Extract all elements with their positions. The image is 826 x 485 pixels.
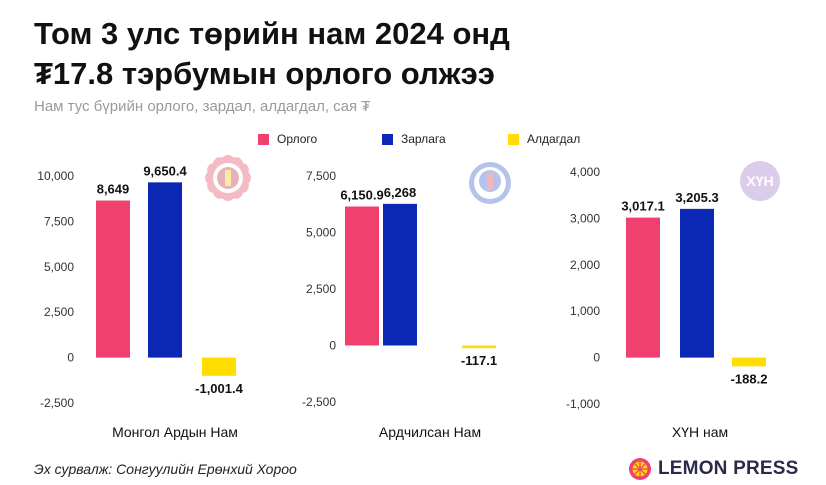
brand-name: LEMON PRESS — [658, 458, 799, 479]
bar-loss — [462, 345, 496, 349]
dp-emblem-icon — [469, 162, 511, 204]
y-tick-label: -1,000 — [566, 397, 600, 411]
legend-item-expense: Зарлага — [382, 132, 446, 146]
chart-legend: Орлого Зарлага Алдагдал — [0, 132, 826, 152]
y-tick-label: 10,000 — [37, 169, 74, 183]
bar-value-label-loss: -117.1 — [461, 353, 497, 368]
y-tick-label: 7,500 — [306, 169, 336, 183]
bar-value-label-income: 3,017.1 — [621, 199, 664, 214]
bar-value-label-income: 6,150.9 — [340, 187, 383, 202]
bar-income — [345, 206, 379, 346]
chart-panel-2: 7,500 5,000 2,500 0 -2,500 6,150.9 6,268 -117.1… — [302, 162, 511, 440]
chart-panel-3: 4,000 3,000 2,000 1,000 0 -1,000 3,017.1 3,205.… — [566, 161, 780, 440]
y-tick-label: 3,000 — [570, 211, 600, 225]
brand: LEMON PRESS — [628, 456, 799, 482]
legend-label-income: Орлого — [277, 132, 318, 146]
bar-income — [626, 217, 660, 358]
title-line-1: Том 3 улс төрийн нам 2024 онд — [34, 16, 510, 51]
bar-value-label-income: 8,649 — [97, 182, 130, 197]
legend-label-expense: Зарлага — [401, 132, 446, 146]
y-tick-label: 2,000 — [570, 258, 600, 272]
legend-item-loss: Алдагдал — [508, 132, 580, 146]
legend-swatch-income — [258, 133, 269, 145]
y-tick-label: 4,000 — [570, 165, 600, 179]
bar-value-label-loss: -188.2 — [731, 371, 768, 386]
x-axis-label: Монгол Ардын Нам — [112, 424, 238, 440]
bar-value-label-expense: 3,205.3 — [675, 190, 718, 205]
y-tick-label: -2,500 — [302, 395, 336, 409]
legend-label-loss: Алдагдал — [527, 132, 581, 146]
bar-loss — [202, 357, 236, 376]
y-tick-label: 0 — [67, 351, 74, 365]
bar-value-label-expense: 6,268 — [384, 185, 417, 200]
bar-value-label-loss: -1,001.4 — [195, 381, 243, 396]
bar-income — [96, 200, 130, 358]
y-tick-label: 0 — [329, 339, 336, 353]
hun-emblem-text: ХҮН — [746, 173, 773, 189]
legend-swatch-loss — [508, 133, 519, 145]
bar-expense — [148, 182, 182, 358]
y-tick-label: 0 — [593, 351, 600, 365]
y-tick-label: 7,500 — [44, 214, 74, 228]
title-line-2: ₮17.8 тэрбумын орлого олжээ — [34, 56, 495, 91]
y-tick-label: 5,000 — [306, 226, 336, 240]
source-note: Эх сурвалж: Сонгуулийн Ерөнхий Хороо — [34, 461, 297, 477]
bar-loss — [732, 357, 766, 367]
chart-panel-1: 10,000 7,500 5,000 2,500 0 -2,500 8,649 9,650.4… — [37, 155, 251, 440]
y-tick-label: 2,500 — [44, 305, 74, 319]
legend-item-income: Орлого — [258, 132, 317, 146]
mpp-emblem-icon — [205, 155, 251, 201]
x-axis-label: Ардчилсан Нам — [379, 424, 481, 440]
x-axis-label: ХҮН нам — [672, 424, 728, 440]
legend-swatch-expense — [382, 133, 393, 145]
y-tick-label: -2,500 — [40, 396, 74, 410]
page-title: Том 3 улс төрийн нам 2024 онд ₮17.8 тэрб… — [34, 14, 814, 94]
lemon-logo-icon — [629, 458, 651, 480]
hun-emblem-icon: ХҮН — [740, 161, 780, 201]
bar-expense — [383, 203, 417, 346]
y-tick-label: 5,000 — [44, 260, 74, 274]
y-tick-label: 2,500 — [306, 282, 336, 296]
page-subtitle: Нам тус бүрийн орлого, зардал, алдагдал,… — [34, 98, 371, 115]
bar-value-label-expense: 9,650.4 — [143, 163, 187, 178]
y-tick-label: 1,000 — [570, 304, 600, 318]
bar-expense — [680, 208, 714, 358]
